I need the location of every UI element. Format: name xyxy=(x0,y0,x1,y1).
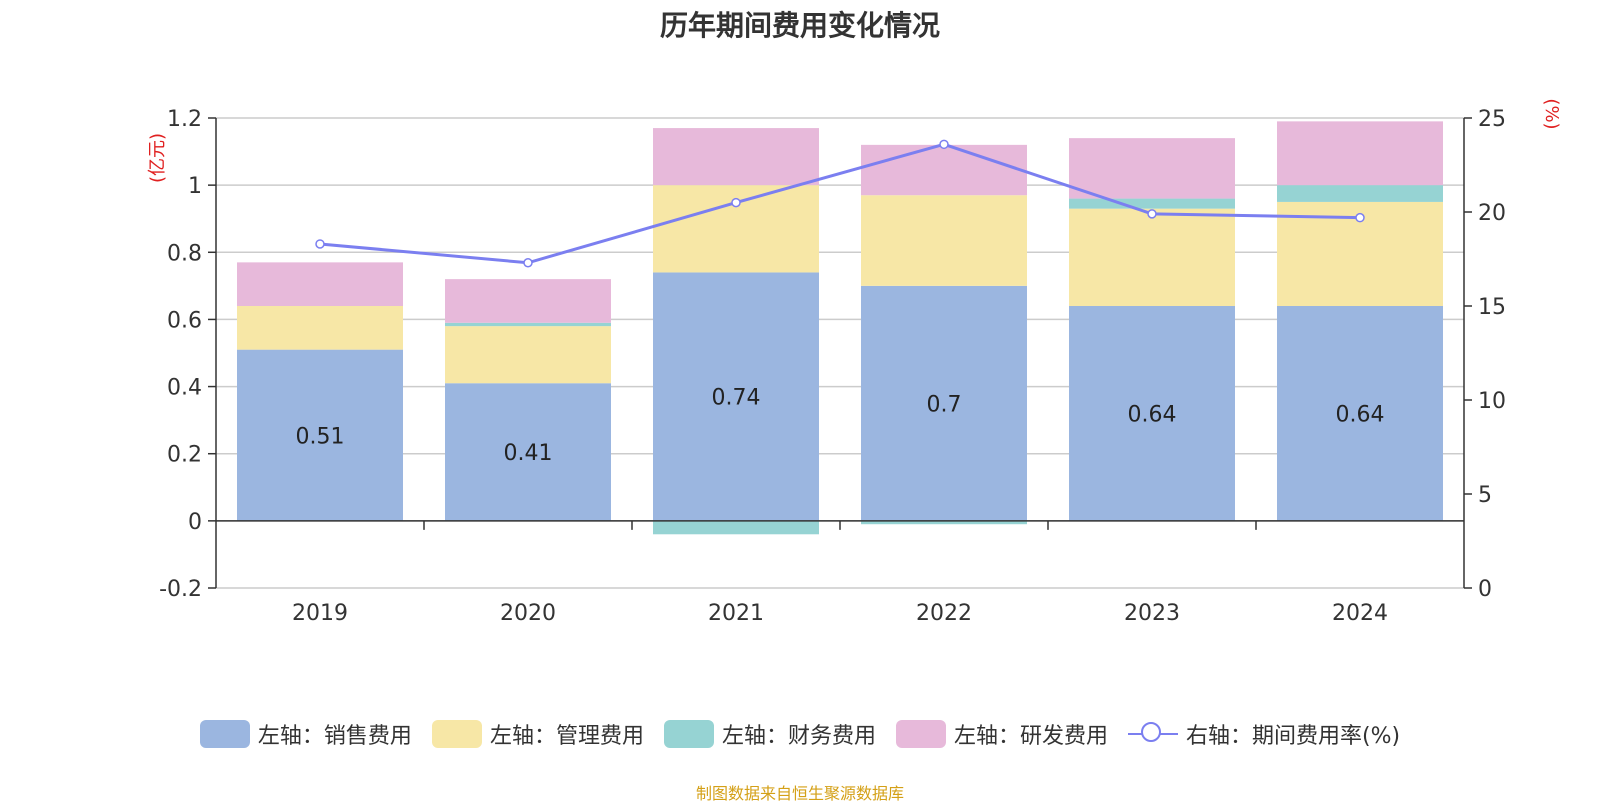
bar-segment xyxy=(861,285,1027,521)
legend-label: 左轴：研发费用 xyxy=(953,724,1108,749)
category-label: 2019 xyxy=(292,601,348,626)
rate-point xyxy=(315,239,325,249)
legend-item[interactable]: 左轴：销售费用 xyxy=(199,718,412,750)
rate-point xyxy=(1355,212,1365,223)
bar-value-label: 0.64 xyxy=(1336,402,1385,427)
bar-value-label: 0.41 xyxy=(504,441,553,466)
category-label: 2024 xyxy=(1332,601,1388,626)
right-tick-label: 5 xyxy=(1478,483,1492,508)
chart-title: 历年期间费用变化情况 xyxy=(659,9,940,42)
data-labels: 0.51 0.41 0.74 0.7 0.64 0.64 xyxy=(296,386,1385,466)
legend-item[interactable]: 左轴：研发费用 xyxy=(895,718,1108,750)
bar-segment xyxy=(1069,198,1235,209)
bar-segment xyxy=(445,322,611,327)
bar-segment xyxy=(861,195,1027,286)
rate-point xyxy=(523,258,533,268)
left-tick-label: 0.2 xyxy=(167,443,202,468)
left-tick-label: 0 xyxy=(188,510,202,535)
legend-swatch xyxy=(431,720,482,748)
legend-item[interactable]: 右轴：期间费用率(%) xyxy=(1127,718,1401,750)
bar-segment xyxy=(1277,185,1443,202)
bar-segment xyxy=(237,306,403,350)
legend-label: 右轴：期间费用率(%) xyxy=(1185,724,1401,749)
legend-line-swatch xyxy=(1127,720,1178,748)
right-axis-unit: (%) xyxy=(1541,98,1562,129)
category-label: 2022 xyxy=(916,601,972,626)
axes: -0.2 0 0.2 0.4 0.6 0.8 1 1.2 0 5 10 15 20 25 (亿元) (%) 20… xyxy=(147,98,1562,626)
bar-segment xyxy=(653,128,819,186)
left-axis-unit: (亿元) xyxy=(147,133,168,183)
legend-item[interactable]: 左轴：财务费用 xyxy=(663,718,876,750)
legend-swatch xyxy=(895,720,946,748)
legend-label: 左轴：财务费用 xyxy=(721,724,876,749)
bar-value-label: 0.7 xyxy=(927,392,962,417)
left-tick-label: 0.4 xyxy=(167,376,202,401)
legend-swatch xyxy=(663,720,714,748)
bar-segment xyxy=(1069,306,1235,521)
source-note: 制图数据来自恒生聚源数据库 xyxy=(695,784,904,803)
left-tick-label: 1.2 xyxy=(167,107,202,132)
category-label: 2020 xyxy=(500,601,556,626)
legend-swatch xyxy=(199,720,250,748)
category-label: 2021 xyxy=(708,601,764,626)
bar-segment xyxy=(445,326,611,384)
bar-segment xyxy=(237,262,403,306)
left-tick-label: 1 xyxy=(188,174,202,199)
bar-segment xyxy=(653,272,819,521)
legend-item[interactable]: 左轴：管理费用 xyxy=(431,718,644,750)
bar-segment xyxy=(1277,121,1443,186)
bar-value-label: 0.64 xyxy=(1128,402,1177,427)
category-label: 2023 xyxy=(1124,601,1180,626)
left-tick-label: 0.6 xyxy=(167,308,202,333)
right-tick-label: 25 xyxy=(1478,107,1506,132)
bar-segment xyxy=(1069,208,1235,306)
right-tick-label: 15 xyxy=(1478,295,1506,320)
bar-value-label: 0.51 xyxy=(296,424,345,449)
bar-segment xyxy=(653,520,819,535)
chart-area: -0.2 0 0.2 0.4 0.6 0.8 1 1.2 0 5 10 15 20 25 (亿元) (%) 20… xyxy=(147,98,1562,626)
bar-value-label: 0.74 xyxy=(712,386,761,411)
bars xyxy=(237,121,1443,535)
rate-point xyxy=(939,139,949,150)
bar-segment xyxy=(861,144,1027,196)
bar-segment xyxy=(445,383,611,521)
right-tick-label: 20 xyxy=(1478,201,1506,226)
rate-line xyxy=(315,139,1365,268)
left-tick-label: 0.8 xyxy=(167,241,202,266)
bar-segment xyxy=(445,279,611,323)
rate-line-path xyxy=(319,142,1361,265)
left-tick-label: -0.2 xyxy=(159,577,202,602)
rate-point xyxy=(1147,209,1157,219)
legend-label: 左轴：管理费用 xyxy=(489,724,644,749)
right-tick-label: 0 xyxy=(1478,577,1492,602)
bar-segment xyxy=(1277,306,1443,521)
bar-segment xyxy=(237,349,403,521)
right-tick-label: 10 xyxy=(1478,389,1506,414)
legend: 左轴：销售费用 左轴：管理费用 左轴：财务费用 左轴：研发费用 右轴：期间费用率(%) xyxy=(0,718,1600,750)
bar-segment xyxy=(1069,138,1235,199)
rate-point xyxy=(731,197,741,208)
grid-lines xyxy=(216,117,1464,589)
legend-label: 左轴：销售费用 xyxy=(257,724,412,749)
bar-segment xyxy=(861,520,1027,525)
